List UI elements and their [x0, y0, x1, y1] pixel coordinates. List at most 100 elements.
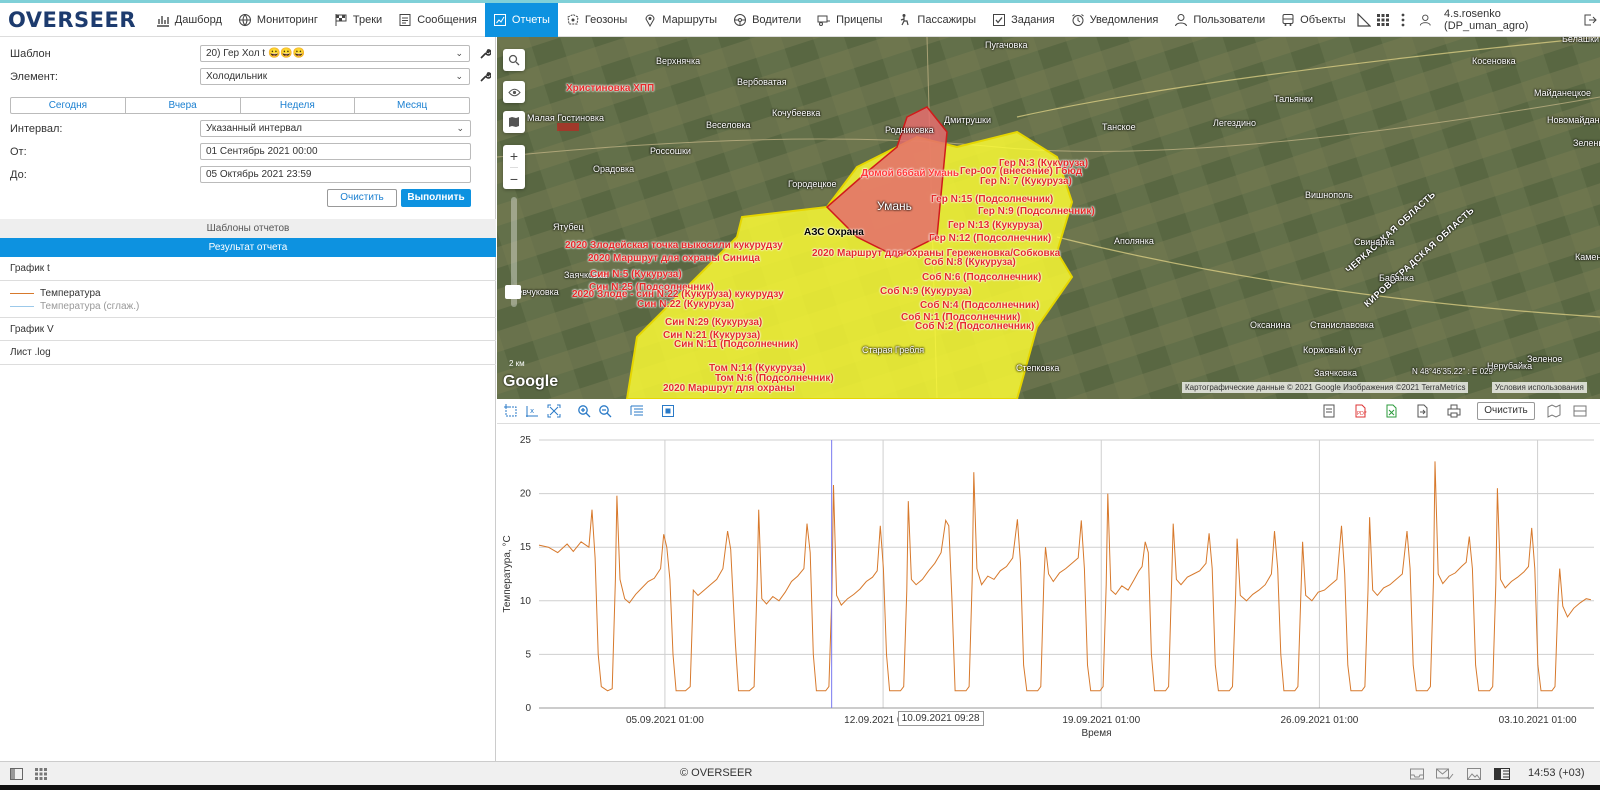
layout-split-icon[interactable]	[1573, 404, 1587, 418]
geofence-label[interactable]: Христиновка ХПП	[566, 83, 655, 94]
geofence-label[interactable]: Син N:5 (Кукуруза)	[590, 269, 682, 280]
nav-item-7[interactable]: Водители	[725, 3, 809, 37]
legend-temperature[interactable]: Температура	[10, 288, 101, 299]
interval-select[interactable]: Указанный интервал ⌄	[200, 120, 471, 137]
geofence-label[interactable]: Син N:11 (Подсолнечник)	[674, 339, 799, 350]
wrench-icon[interactable]	[479, 48, 491, 60]
geofence-label[interactable]: Гер-007 (внесение) Гбюд	[960, 166, 1083, 177]
geofence-label[interactable]: Гер N:15 (Подсолнечник)	[931, 194, 1054, 205]
nav-item-4[interactable]: Отчеты	[484, 2, 558, 37]
chart-clear-button[interactable]: Очистить	[1477, 402, 1535, 420]
geofence-label[interactable]: 2020 Маршрут для охраны Гереженовка/Собк…	[812, 248, 1061, 259]
geofence-label[interactable]: Гер N:3 (Кукуруза)	[999, 158, 1089, 169]
select-area-icon[interactable]	[504, 404, 518, 418]
clear-button[interactable]: Очистить	[327, 189, 397, 207]
zoom-slider[interactable]	[511, 197, 517, 307]
nav-item-1[interactable]: Мониторинг	[230, 3, 326, 37]
list-icon[interactable]	[630, 404, 644, 418]
map-eye-icon[interactable]	[503, 81, 525, 103]
map-view[interactable]: ЧЕРКАССКАЯ ОБЛАСТЬ КИРОВОГРАДСКАЯ ОБЛАСТ…	[497, 37, 1600, 399]
geofence-label[interactable]: 2020 Маршрут для охраны	[663, 383, 795, 394]
sidebar-toggle-icon[interactable]	[10, 768, 23, 780]
geofence-label[interactable]: Гер N:13 (Кукуруза)	[948, 220, 1043, 231]
legend-temperature-smoothed[interactable]: Температура (сглаж.)	[10, 301, 139, 312]
geofence-label[interactable]: Соб N:8 (Кукуруза)	[924, 257, 1016, 268]
snapshot-icon[interactable]	[661, 404, 675, 418]
nav-item-0[interactable]: Дашборд	[148, 3, 230, 37]
ruler-icon[interactable]	[1354, 3, 1374, 37]
nav-item-5[interactable]: Геозоны	[558, 3, 635, 37]
logout-icon[interactable]	[1580, 3, 1600, 37]
nav-item-label: Отчеты	[511, 13, 550, 26]
from-date-input[interactable]: 01 Сентябрь 2021 00:00	[200, 143, 471, 160]
user-menu[interactable]: 4.s.rosenko (DP_uman_agro)	[1413, 3, 1580, 37]
nav-item-8[interactable]: Прицепы	[809, 3, 890, 37]
map-layers-icon[interactable]	[503, 111, 525, 133]
template-select[interactable]: 20) Гер Хол t 😀😀😀 ⌄	[200, 45, 470, 62]
month-button[interactable]: Месяц	[397, 100, 428, 111]
map-search-icon[interactable]	[503, 49, 525, 71]
apps-grid-icon[interactable]	[1374, 3, 1394, 37]
nav-item-11[interactable]: Уведомления	[1063, 3, 1167, 37]
map-toggle-icon[interactable]	[1547, 404, 1561, 418]
select-x-icon[interactable]: x	[525, 404, 539, 418]
geofence-label[interactable]: Син N:22 (Кукуруза)	[637, 299, 735, 310]
geofence-label[interactable]: 2020 Злоде - син N:22 (Кукуруза) кукуруд…	[572, 289, 784, 300]
panels-icon[interactable]	[1494, 768, 1510, 780]
temperature-chart[interactable]: 0 5 10 15 20 25 05.09.2021 01:00 12.09.2021 01…	[497, 424, 1600, 761]
element-select[interactable]: Холодильник ⌄	[200, 68, 470, 85]
geofence-label[interactable]: Соб N:9 (Кукуруза)	[880, 286, 972, 297]
map-place-label: Пугачовка	[985, 40, 1028, 50]
geofence-label[interactable]: 2020 Злодейская точка выкосили кукурудзу	[565, 240, 783, 251]
result-item-graph-t[interactable]: График t	[0, 257, 496, 281]
nav-item-13[interactable]: Объекты	[1273, 3, 1353, 37]
more-vertical-icon[interactable]	[1393, 3, 1413, 37]
nav-item-2[interactable]: Треки	[326, 3, 390, 37]
grid-view-icon[interactable]	[35, 768, 47, 780]
geofence-label[interactable]: Гер N: 7 (Кукуруза)	[980, 176, 1072, 187]
run-button[interactable]: Выполнить	[401, 189, 471, 207]
image-icon[interactable]	[1467, 768, 1481, 780]
zoom-in-icon[interactable]	[577, 404, 591, 418]
result-item-graph-v[interactable]: График V	[0, 317, 496, 341]
week-button[interactable]: Неделя	[241, 98, 356, 113]
nav-item-3[interactable]: Сообщения	[390, 3, 485, 37]
geofence-label[interactable]: Том N:6 (Подсолнечник)	[715, 373, 834, 384]
mail-check-icon[interactable]	[1436, 768, 1454, 780]
zoom-in-button[interactable]: +	[509, 148, 519, 164]
excel-icon[interactable]	[1384, 404, 1398, 418]
overseer-logo[interactable]: OVERSEER	[8, 7, 137, 32]
geofence-label[interactable]: Соб N:2 (Подсолнечник)	[915, 321, 1035, 332]
report-result-header[interactable]: Результат отчета	[0, 238, 496, 257]
report-templates-header[interactable]: Шаблоны отчетов	[0, 219, 496, 238]
wrench-icon[interactable]	[479, 71, 491, 83]
geofence-label[interactable]: 2020 Маршрут для охраны Синица	[588, 253, 760, 264]
zoom-slider-handle[interactable]	[505, 285, 521, 299]
geofence-label[interactable]: Соб N:6 (Подсолнечник)	[922, 272, 1042, 283]
zoom-out-button[interactable]: −	[509, 167, 519, 189]
export-file-icon[interactable]	[1415, 404, 1429, 418]
geofence-label[interactable]: Соб N:4 (Подсолнечник)	[920, 300, 1040, 311]
today-button[interactable]: Сегодня	[11, 98, 126, 113]
terms-link[interactable]: Условия использования	[1492, 382, 1587, 393]
nav-item-6[interactable]: Маршруты	[635, 3, 725, 37]
nav-item-9[interactable]: Пассажиры	[890, 3, 984, 37]
yesterday-button[interactable]: Вчера	[126, 98, 241, 113]
nav-item-12[interactable]: Пользователи	[1166, 3, 1273, 37]
inbox-icon[interactable]	[1410, 768, 1424, 780]
geofence-label[interactable]: Том N:14 (Кукуруза)	[709, 363, 806, 374]
nav-item-10[interactable]: Задания	[984, 3, 1062, 37]
geofence-label[interactable]: Гер N:9 (Подсолнечник)	[978, 206, 1095, 217]
geofence-label[interactable]: Син N:25 (Подсолнечник)	[589, 282, 714, 293]
geofence-label[interactable]: Соб N:1 (Подсолнечник)	[901, 312, 1021, 323]
result-item-log-sheet[interactable]: Лист .log	[0, 341, 496, 365]
pdf-icon[interactable]: PDF	[1353, 404, 1367, 418]
zoom-out-icon[interactable]	[598, 404, 612, 418]
document-icon[interactable]	[1322, 404, 1336, 418]
geofence-label[interactable]: Син N:29 (Кукуруза)	[665, 317, 763, 328]
to-date-input[interactable]: 05 Октябрь 2021 23:59	[200, 166, 471, 183]
print-icon[interactable]	[1447, 404, 1461, 418]
geofence-label[interactable]: Син N:21 (Кукуруза)	[663, 330, 761, 341]
fit-to-screen-icon[interactable]	[547, 404, 561, 418]
geofence-label[interactable]: Гер N:12 (Подсолнечник)	[929, 233, 1052, 244]
